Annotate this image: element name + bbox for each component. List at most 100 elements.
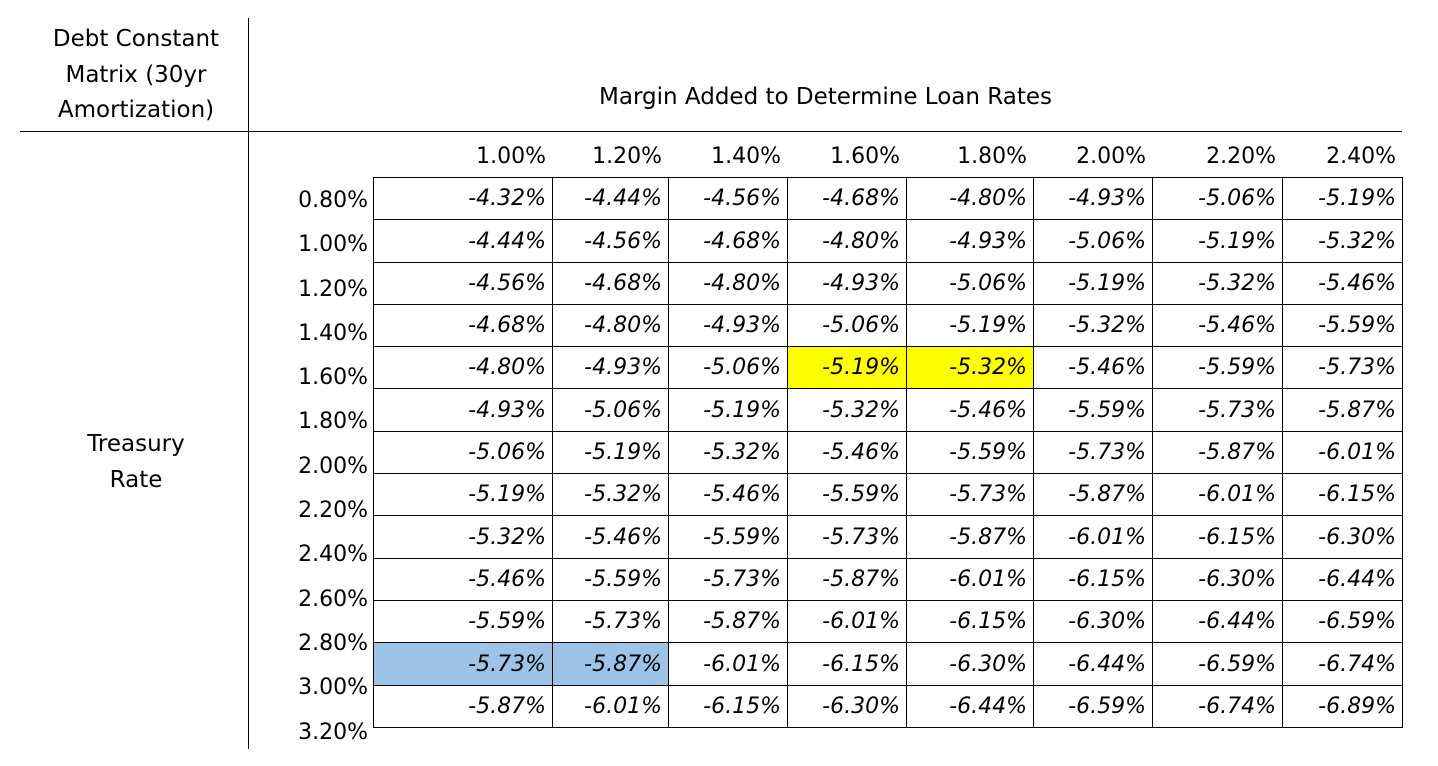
debt-constant-cell: -6.44%: [1033, 642, 1153, 686]
treasury-rate-label: 3.00%: [298, 675, 368, 701]
debt-constant-matrix: -4.32% -4.44% -4.56% -4.68% -4.80% -4.93% -5.0…: [373, 176, 1403, 728]
treasury-rate-label: 1.60%: [298, 365, 368, 391]
debt-constant-cell: -4.68%: [787, 176, 907, 221]
matrix-row: -4.68% -4.80% -4.93% -5.06% -5.19% -5.32% -5.4…: [373, 303, 1403, 348]
debt-constant-cell: -5.19%: [552, 430, 669, 475]
debt-constant-cell: -6.15%: [906, 599, 1034, 644]
debt-constant-cell: -5.32%: [373, 515, 553, 559]
debt-constant-cell: -4.80%: [668, 261, 788, 305]
debt-constant-cell: -6.59%: [1152, 642, 1283, 686]
debt-constant-cell: -5.46%: [1282, 261, 1403, 305]
debt-constant-cell: -4.93%: [906, 219, 1034, 263]
debt-constant-cell: -6.74%: [1152, 684, 1283, 728]
debt-constant-cell: -4.93%: [552, 346, 669, 390]
debt-constant-cell: -5.19%: [373, 473, 553, 517]
debt-constant-cell: -5.73%: [1033, 430, 1153, 475]
debt-constant-cell: -5.87%: [787, 557, 907, 601]
debt-constant-cell: -5.06%: [787, 303, 907, 348]
matrix-title-line: Debt Constant: [52, 26, 220, 52]
debt-constant-cell: -4.80%: [552, 303, 669, 348]
debt-constant-cell: -6.15%: [1282, 473, 1403, 517]
debt-constant-cell: -5.59%: [373, 599, 553, 644]
debt-constant-cell: -5.87%: [552, 642, 669, 686]
debt-constant-cell: -5.46%: [668, 473, 788, 517]
debt-constant-cell: -5.59%: [668, 515, 788, 559]
margin-column-header: 1.00%: [476, 144, 546, 169]
matrix-title: Debt Constant Matrix (30yr Amortization): [20, 22, 252, 129]
debt-constant-cell: -5.73%: [1282, 346, 1403, 390]
debt-constant-cell: -6.44%: [1282, 557, 1403, 601]
debt-constant-cell: -5.87%: [1282, 388, 1403, 432]
debt-constant-cell: -5.73%: [787, 515, 907, 559]
debt-constant-cell: -5.19%: [1033, 261, 1153, 305]
debt-constant-cell: -6.30%: [1282, 515, 1403, 559]
debt-constant-cell: -5.73%: [906, 473, 1034, 517]
matrix-row: -5.73% -5.87% -6.01% -6.15% -6.30% -6.44% -6.5…: [373, 642, 1403, 686]
debt-constant-cell: -5.19%: [1152, 219, 1283, 263]
debt-constant-cell: -6.44%: [906, 684, 1034, 728]
margin-column-header: 2.20%: [1206, 144, 1276, 169]
debt-constant-cell: -4.93%: [787, 261, 907, 305]
debt-constant-cell: -5.32%: [1033, 303, 1153, 348]
debt-constant-cell: -5.06%: [1152, 176, 1283, 221]
treasury-rate-label: 1.00%: [298, 232, 368, 258]
treasury-rate-label: 1.20%: [298, 276, 368, 302]
debt-constant-cell: -4.80%: [906, 176, 1034, 221]
debt-constant-cell: -5.46%: [1033, 346, 1153, 390]
debt-constant-cell: -5.87%: [1033, 473, 1153, 517]
debt-constant-cell: -4.68%: [552, 261, 669, 305]
horizontal-divider: [20, 131, 1402, 132]
margin-axis-title: Margin Added to Determine Loan Rates: [599, 84, 1052, 110]
matrix-row: -5.06% -5.19% -5.32% -5.46% -5.59% -5.73% -5.8…: [373, 430, 1403, 475]
margin-column-header: 1.60%: [830, 144, 900, 169]
matrix-row: -4.93% -5.06% -5.19% -5.32% -5.46% -5.59% -5.7…: [373, 388, 1403, 432]
matrix-row: -5.32% -5.46% -5.59% -5.73% -5.87% -6.01% -6.1…: [373, 515, 1403, 559]
treasury-rate-label: 0.80%: [298, 188, 368, 213]
debt-constant-cell: -6.30%: [1152, 557, 1283, 601]
debt-constant-cell: -5.06%: [906, 261, 1034, 305]
margin-column-header: 2.40%: [1326, 144, 1396, 169]
debt-constant-cell: -4.80%: [373, 346, 553, 390]
vertical-divider: [248, 18, 249, 749]
debt-constant-cell: -5.59%: [1282, 303, 1403, 348]
debt-constant-cell: -6.01%: [668, 642, 788, 686]
debt-constant-cell: -5.87%: [1152, 430, 1283, 475]
debt-constant-cell: -5.19%: [1282, 176, 1403, 221]
debt-constant-cell: -5.06%: [668, 346, 788, 390]
margin-column-header: 2.00%: [1076, 144, 1146, 169]
matrix-row: -5.19% -5.32% -5.46% -5.59% -5.73% -5.87% -6.0…: [373, 473, 1403, 517]
treasury-rate-label: 2.20%: [298, 498, 368, 524]
matrix-row: -4.80% -4.93% -5.06% -5.19% -5.32% -5.46% -5.5…: [373, 346, 1403, 390]
debt-constant-cell: -5.32%: [787, 388, 907, 432]
debt-constant-cell: -5.73%: [552, 599, 669, 644]
debt-constant-cell: -5.32%: [906, 346, 1034, 390]
debt-constant-cell: -4.68%: [668, 219, 788, 263]
debt-constant-cell: -4.32%: [373, 176, 553, 221]
matrix-row: -4.32% -4.44% -4.56% -4.68% -4.80% -4.93% -5.0…: [373, 176, 1403, 221]
matrix-row: -5.87% -6.01% -6.15% -6.30% -6.44% -6.59% -6.7…: [373, 684, 1403, 728]
treasury-title-line: Treasury: [87, 431, 185, 457]
debt-constant-cell: -4.56%: [373, 261, 553, 305]
matrix-row: -5.59% -5.73% -5.87% -6.01% -6.15% -6.30% -6.4…: [373, 599, 1403, 644]
debt-constant-cell: -5.59%: [552, 557, 669, 601]
debt-constant-cell: -6.44%: [1152, 599, 1283, 644]
margin-column-header: 1.40%: [711, 144, 781, 169]
debt-constant-cell: -5.73%: [373, 642, 553, 686]
debt-constant-cell: -5.46%: [787, 430, 907, 475]
debt-constant-cell: -6.74%: [1282, 642, 1403, 686]
margin-column-header: 1.80%: [957, 144, 1027, 169]
debt-constant-cell: -5.59%: [787, 473, 907, 517]
debt-constant-cell: -4.93%: [1033, 176, 1153, 221]
matrix-title-line: Amortization): [57, 97, 215, 123]
debt-constant-cell: -5.73%: [668, 557, 788, 601]
debt-constant-cell: -6.01%: [552, 684, 669, 728]
debt-constant-cell: -5.87%: [668, 599, 788, 644]
treasury-rate-label: 2.40%: [298, 542, 368, 568]
debt-constant-cell: -4.93%: [373, 388, 553, 432]
debt-constant-cell: -6.59%: [1033, 684, 1153, 728]
debt-constant-cell: -6.30%: [1033, 599, 1153, 644]
debt-constant-cell: -5.06%: [373, 430, 553, 475]
debt-constant-cell: -5.87%: [373, 684, 553, 728]
treasury-rate-label: 2.00%: [298, 453, 368, 479]
debt-constant-cell: -5.87%: [906, 515, 1034, 559]
